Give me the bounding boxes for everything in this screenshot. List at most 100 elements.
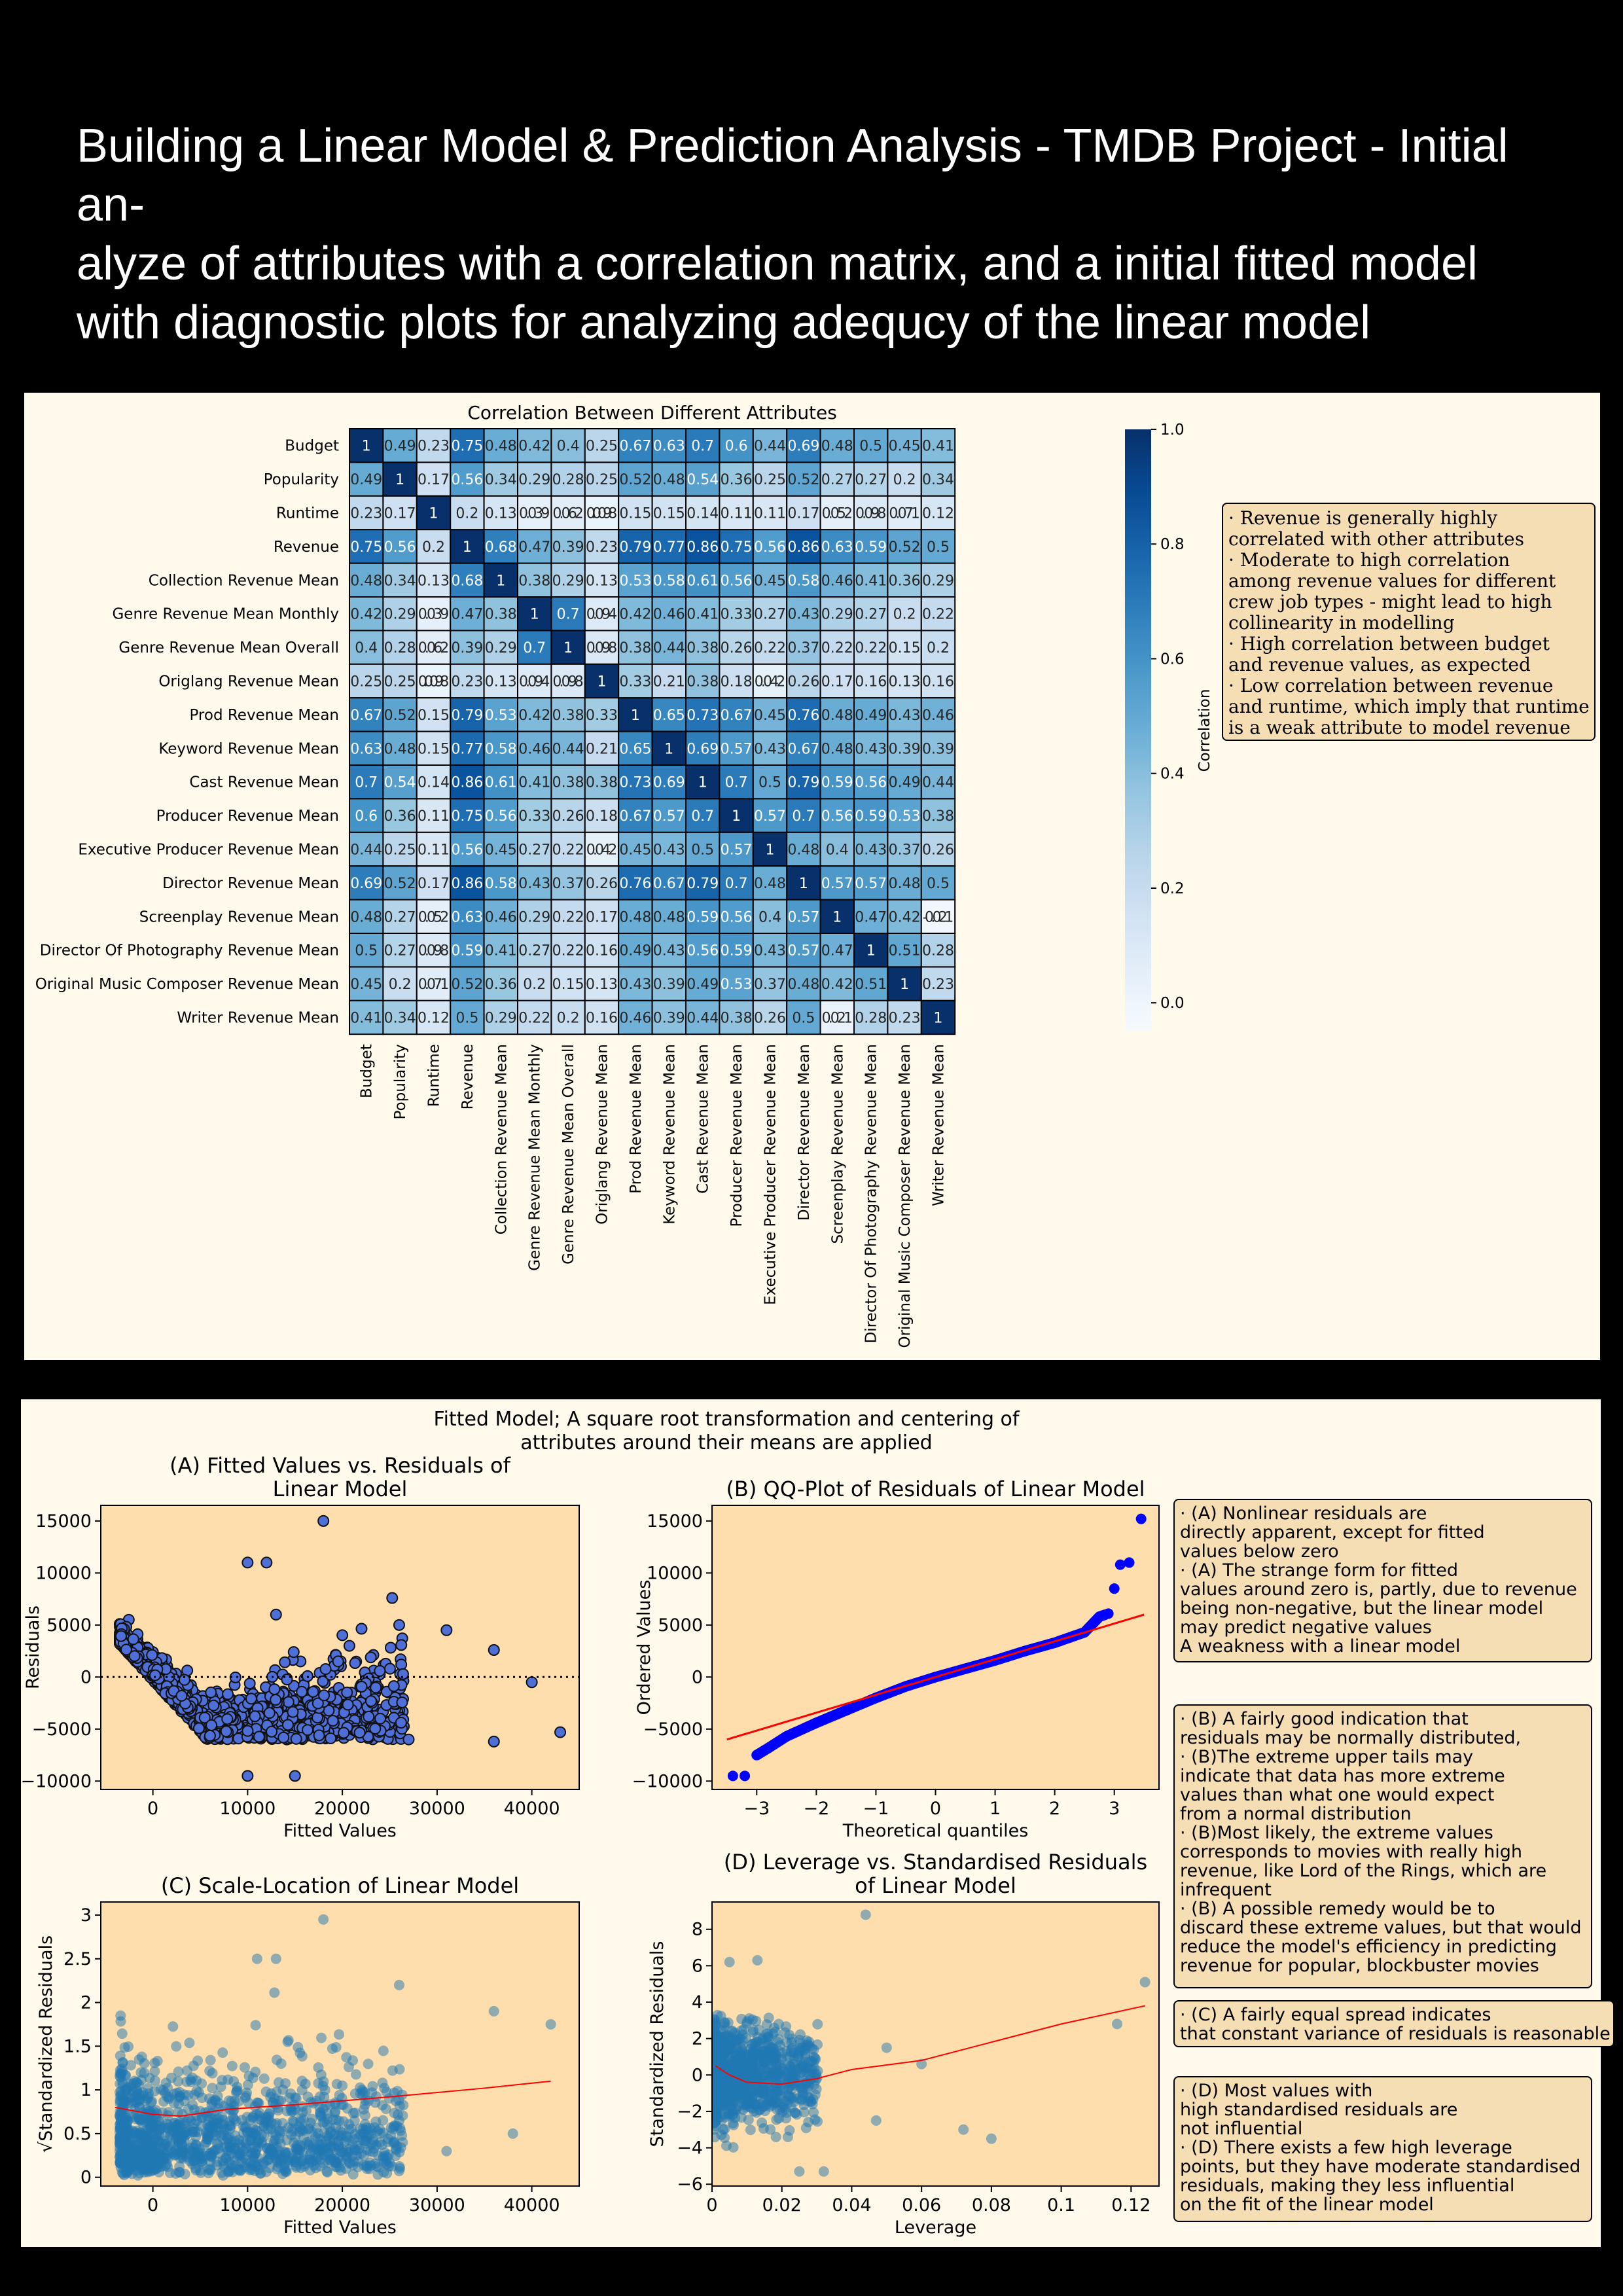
heatmap-value: 0.17 — [821, 674, 853, 691]
scale-point — [301, 2105, 312, 2116]
heatmap-cell — [786, 999, 821, 1035]
heatmap-cell — [483, 461, 518, 497]
heatmap-cell — [416, 495, 452, 531]
residual-point — [395, 1639, 408, 1651]
heatmap-cell — [719, 966, 754, 1001]
heatmap-cell — [584, 596, 620, 632]
plot-title: (B) QQ-Plot of Residuals of Linear Model — [726, 1477, 1145, 1501]
heatmap-cell — [685, 461, 721, 497]
scale-point — [375, 2128, 386, 2139]
heatmap-value: 0.56 — [485, 808, 517, 825]
heatmap-cell — [349, 899, 384, 934]
residual-point — [241, 1770, 254, 1782]
scale-point — [224, 2115, 236, 2126]
heatmap-cell — [416, 933, 452, 968]
heatmap-cell — [618, 596, 653, 632]
model-title: Fitted Model; A square root transformati… — [434, 1408, 1020, 1431]
heatmap-value: 0.13 — [485, 506, 517, 522]
scale-point — [315, 2069, 327, 2080]
scale-point — [129, 2075, 140, 2087]
heatmap-value: 0.071 — [889, 506, 919, 522]
heatmap-value: 0.67 — [350, 708, 382, 724]
heatmap-value: 0.25 — [586, 472, 618, 488]
leverage-point — [712, 2019, 720, 2030]
heatmap-value: 1 — [530, 607, 539, 623]
colorbar-label: Correlation — [1196, 689, 1213, 772]
heatmap-cell — [550, 966, 586, 1001]
heatmap-value: 0.14 — [418, 775, 450, 791]
scale-point — [181, 2076, 192, 2087]
heatmap-value: 0.25 — [350, 674, 382, 691]
scale-point — [259, 2131, 270, 2142]
heatmap-value: 0.38 — [619, 640, 651, 656]
leverage-point — [789, 2107, 800, 2118]
heatmap-cell — [651, 899, 687, 934]
y-tick-label: −10000 — [632, 1771, 703, 1791]
heatmap-value: 0.37 — [889, 842, 921, 859]
scale-point — [389, 2108, 400, 2119]
residual-point — [282, 1696, 294, 1708]
heatmap-cell — [517, 899, 552, 934]
scale-point — [343, 2062, 354, 2073]
heatmap-cell — [920, 562, 956, 598]
scale-point — [305, 2164, 316, 2176]
scale-point — [327, 2043, 338, 2054]
heatmap-value: 0.67 — [787, 741, 819, 757]
heatmap-cell — [819, 697, 855, 732]
scale-point — [123, 2041, 134, 2052]
scale-point — [137, 2136, 149, 2147]
heatmap-cell — [853, 562, 889, 598]
page-title-line: Building a Linear Model & Prediction Ana… — [77, 120, 1508, 231]
heatmap-cell — [450, 730, 485, 766]
heatmap-value: 0.49 — [687, 977, 719, 993]
heatmap-value: 0.25 — [384, 842, 416, 859]
heatmap-value: 0.46 — [518, 741, 550, 757]
scale-point — [357, 2134, 368, 2145]
heatmap-value: 0.41 — [350, 1011, 382, 1027]
heatmap-value: 0.57 — [855, 876, 887, 892]
column-label: Runtime — [426, 1044, 443, 1107]
scale-point — [269, 1987, 280, 1998]
residual-point — [178, 1674, 190, 1686]
scale-point — [378, 2045, 389, 2056]
note-line: and revenue values, as expected — [1228, 654, 1531, 675]
qq-point — [811, 1717, 822, 1729]
qq-point — [840, 1705, 851, 1716]
note-line: · Low correlation between revenue — [1228, 675, 1554, 696]
heatmap-value: 0.44 — [350, 842, 382, 859]
residual-point — [205, 1686, 217, 1698]
heatmap-value: 0.12 — [418, 1011, 450, 1027]
scale-point — [230, 2087, 241, 2098]
heatmap-value: 0.7 — [691, 439, 714, 455]
scale-point — [365, 2145, 376, 2157]
qq-point — [751, 1749, 762, 1761]
x-tick-label: 10000 — [219, 1799, 276, 1819]
heatmap-cell — [887, 899, 922, 934]
heatmap-value: 0.42 — [619, 607, 651, 623]
scale-point — [243, 2097, 254, 2108]
heatmap-cell — [786, 764, 821, 800]
heatmap-value: 0.69 — [350, 876, 382, 892]
y-tick-label: 0 — [80, 1667, 92, 1687]
heatmap-cell — [450, 495, 485, 531]
heatmap-cell — [920, 831, 956, 867]
heatmap-value: 0.48 — [350, 909, 382, 925]
y-tick-label: −5000 — [32, 1719, 92, 1740]
heatmap-value: 0.54 — [687, 472, 719, 488]
heatmap-value: 0.43 — [754, 741, 786, 757]
heatmap-cell — [382, 831, 418, 867]
colorbar — [1125, 429, 1151, 1031]
heatmap-cell — [483, 495, 518, 531]
heatmap-value: 0.48 — [821, 708, 853, 724]
heatmap-value: 0.46 — [922, 708, 954, 724]
heatmap-value: 0.2 — [927, 640, 950, 656]
column-label: Original Music Composer Revenue Mean — [897, 1044, 914, 1348]
y-tick-label: 0.5 — [63, 2124, 92, 2144]
heatmap-value: 0.58 — [787, 573, 819, 589]
scale-point — [247, 2112, 259, 2123]
heatmap-value: 0.48 — [821, 439, 853, 455]
page-title: Building a Linear Model & Prediction Ana… — [77, 117, 1582, 352]
row-label: Cast Revenue Mean — [189, 774, 339, 791]
scale-point — [266, 2147, 277, 2158]
heatmap-value: 0.27 — [518, 842, 550, 859]
